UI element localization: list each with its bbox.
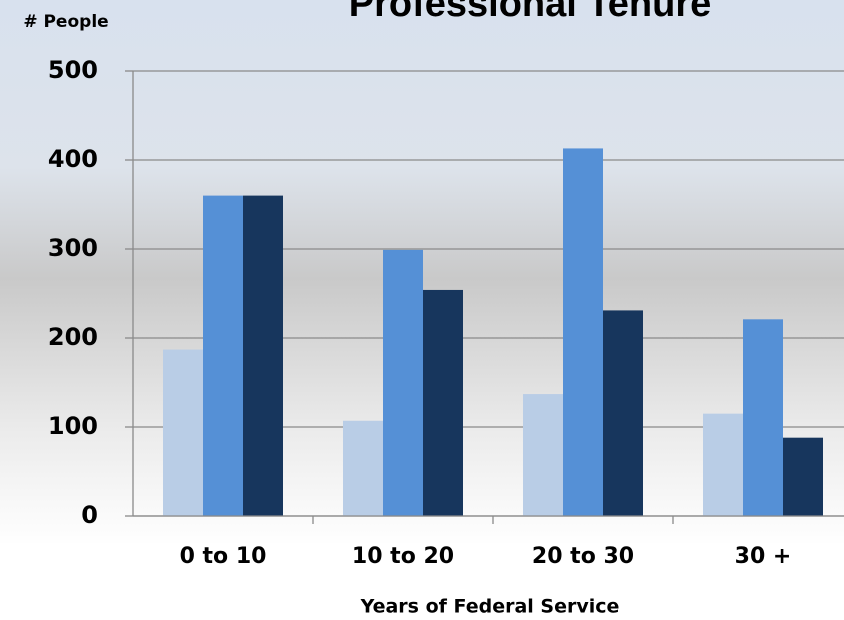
y-tick-label: 0 (81, 501, 98, 529)
x-axis-label: Years of Federal Service (360, 596, 620, 618)
x-tick-label: 30 + (735, 544, 792, 569)
bar (563, 148, 603, 516)
bar (703, 413, 743, 516)
bar (523, 394, 563, 516)
y-tick-label: 500 (48, 56, 98, 84)
x-tick-label: 20 to 30 (532, 544, 634, 569)
x-tick-label: 0 to 10 (180, 544, 267, 569)
x-tick-label: 10 to 20 (352, 544, 454, 569)
y-axis-label: # People (23, 12, 108, 32)
chart-title: Professional Tenure (349, 0, 712, 25)
y-tick-label: 300 (48, 234, 98, 262)
bar (383, 249, 423, 516)
bar (743, 319, 783, 516)
bar (243, 195, 283, 516)
y-tick-label: 200 (48, 323, 98, 351)
bar (203, 195, 243, 516)
bar (603, 310, 643, 516)
bar (343, 420, 383, 516)
bar (423, 289, 463, 516)
bar (783, 437, 823, 516)
bar (163, 349, 203, 516)
y-tick-label: 400 (48, 145, 98, 173)
y-tick-label: 100 (48, 412, 98, 440)
